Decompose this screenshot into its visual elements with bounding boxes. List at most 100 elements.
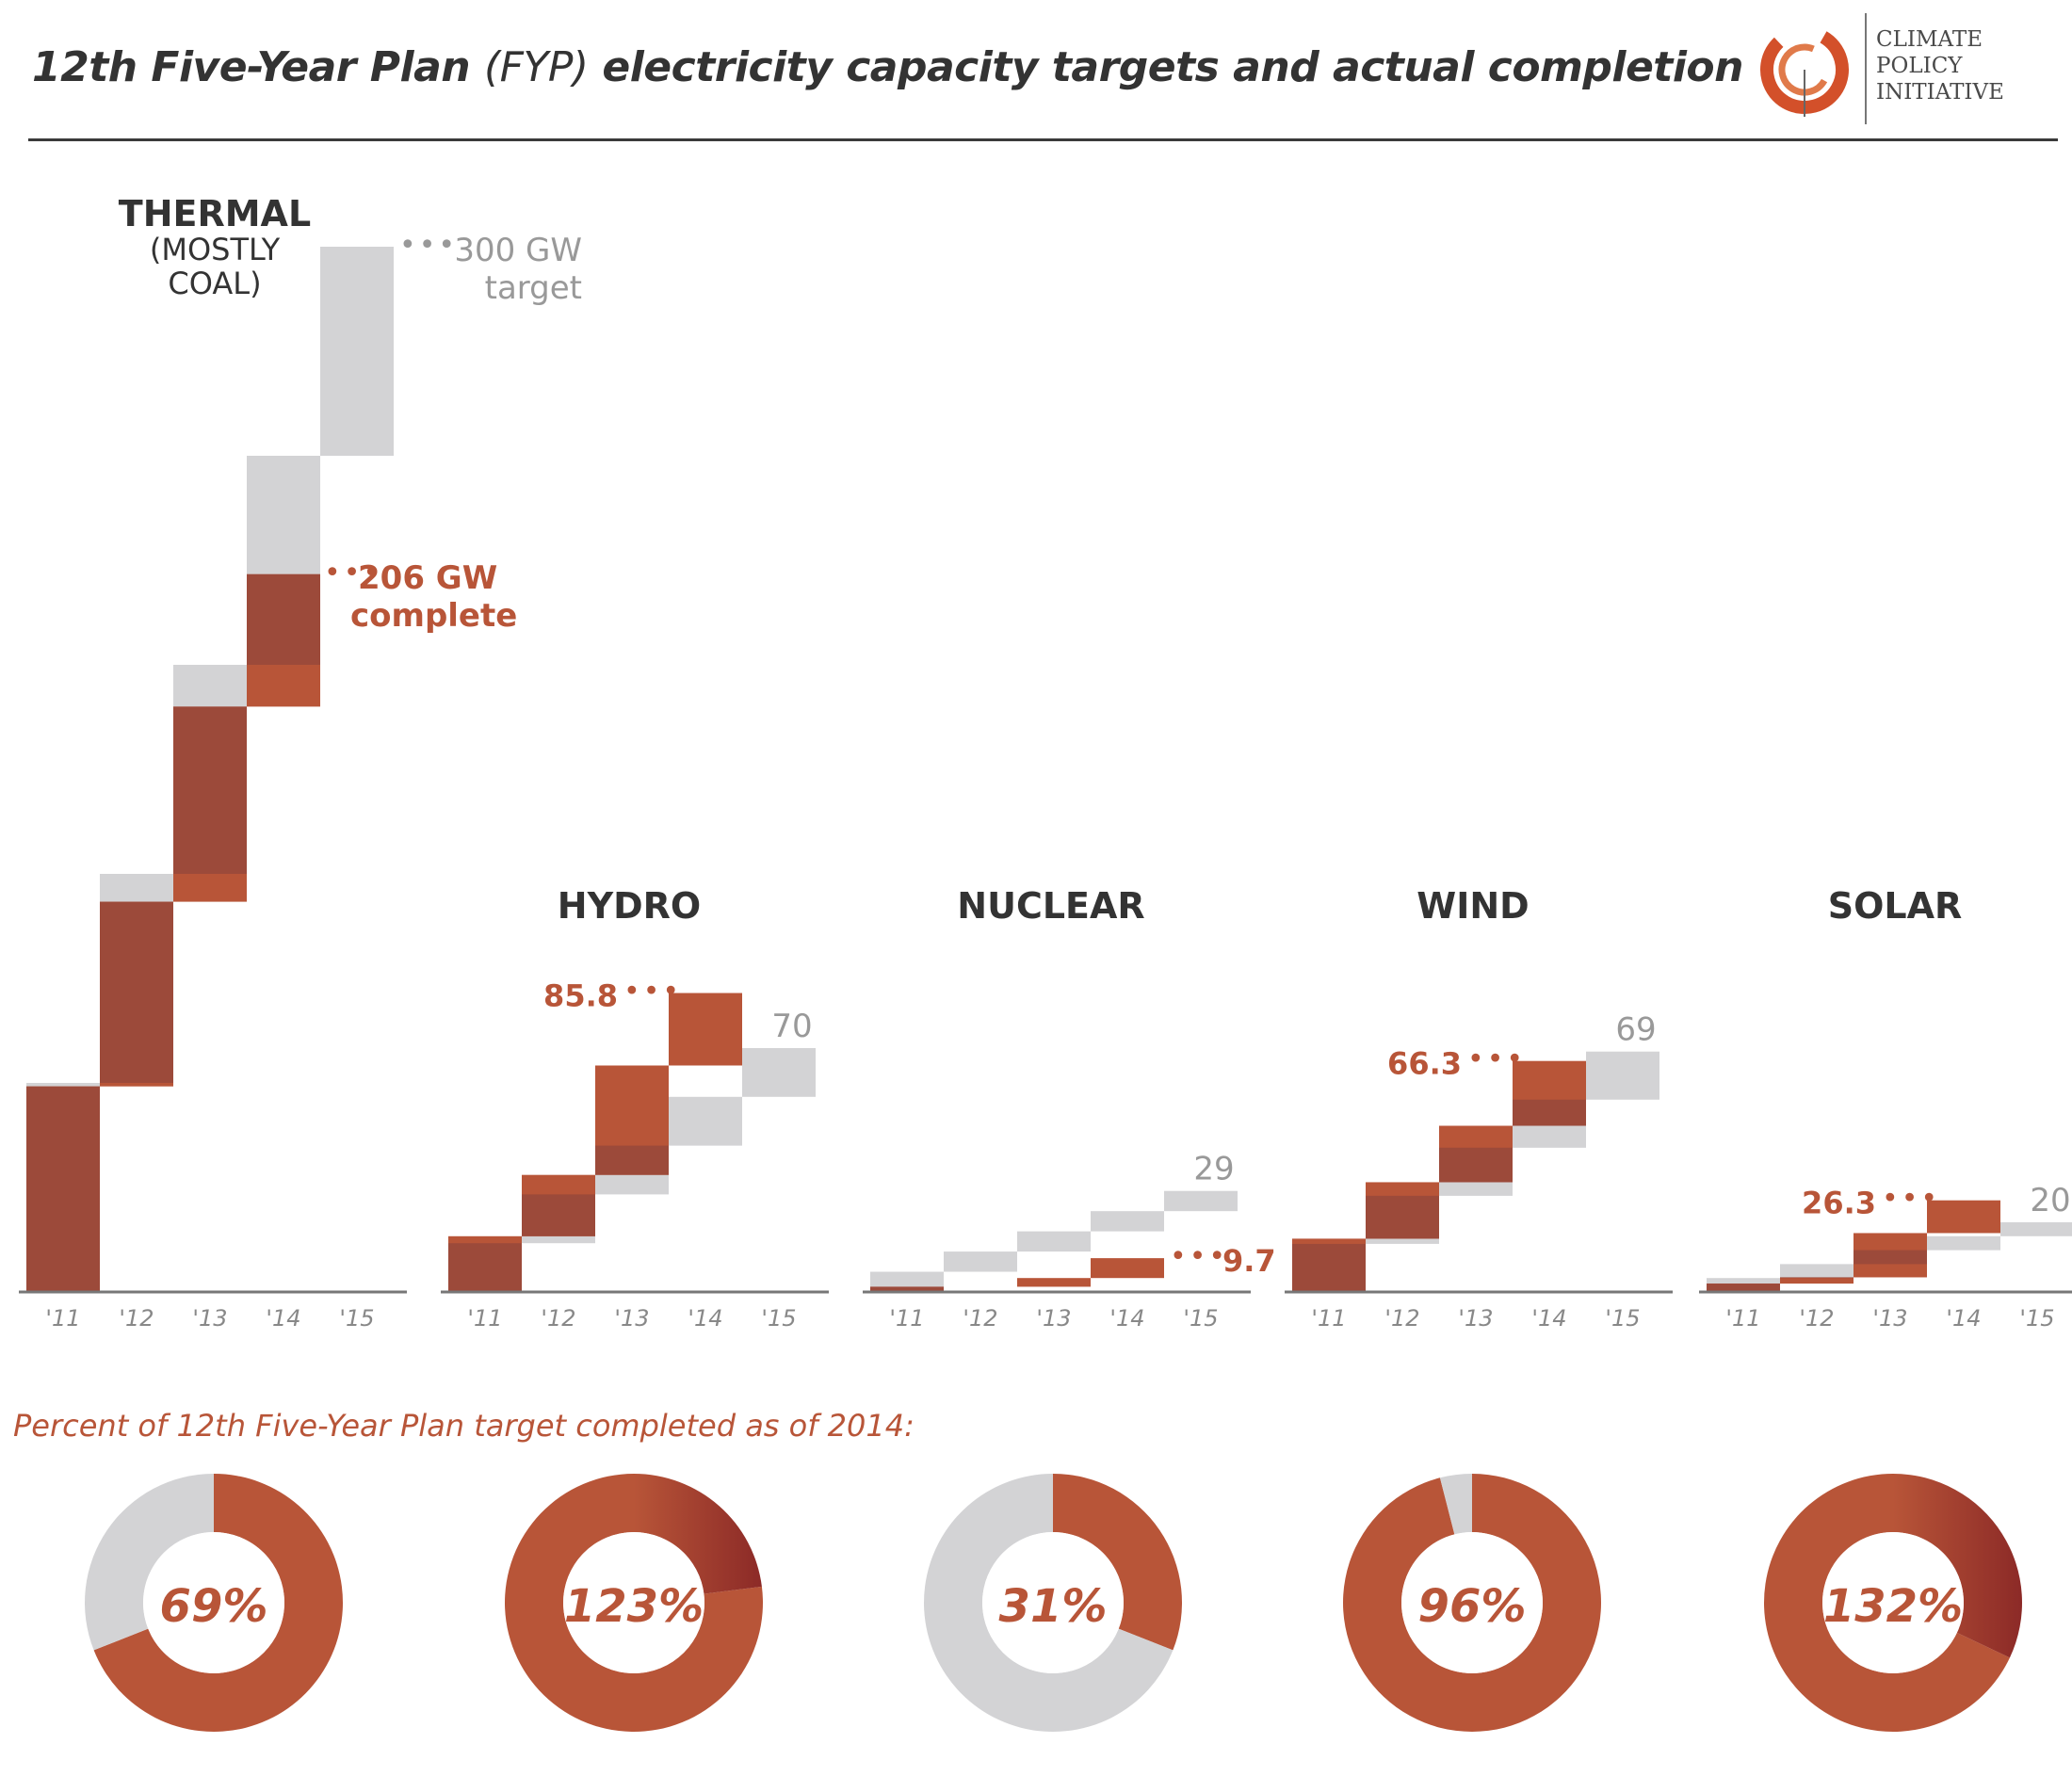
target-bar	[2000, 1222, 2072, 1236]
donut-remaining-arc	[85, 1474, 214, 1651]
overlap-bar	[1513, 1099, 1586, 1126]
actual-bar	[1780, 1277, 1853, 1284]
target-bar	[944, 1251, 1017, 1272]
chart-wind: '11 '12 '13 '14 '15 WIND 69 •••66.3	[1285, 885, 1673, 1332]
overlap-bar	[1292, 1243, 1366, 1292]
actual-label: 66.3	[1387, 1046, 1462, 1082]
climate-policy-initiative-logo: CLIMATE POLICY INITIATIVE	[1750, 13, 2032, 126]
chart-title: HYDRO	[558, 885, 701, 927]
logo-ring-icon	[1760, 25, 1849, 117]
overlap-bar	[448, 1243, 522, 1292]
tick-label: '11	[889, 1305, 924, 1332]
donut-excess-arc	[634, 1474, 762, 1594]
overlap-bar	[247, 573, 320, 665]
title-main: 12th Five-Year Plan	[32, 43, 471, 91]
target-label: 70	[771, 1008, 812, 1045]
target-label: 300 GW	[454, 232, 582, 269]
donut-remaining-arc	[924, 1474, 1174, 1732]
chart-subtitle: COAL)	[168, 266, 261, 301]
donut-complete-arc	[1342, 1474, 1601, 1732]
actual-leader: •••	[1467, 1043, 1526, 1076]
donut-hole	[143, 1532, 284, 1673]
donut-hole	[563, 1532, 704, 1673]
target-bar	[1927, 1235, 2000, 1251]
tick-label: '11	[45, 1305, 80, 1332]
target-bar	[1586, 1051, 1659, 1100]
target-bar	[1164, 1190, 1238, 1212]
target-label: target	[485, 269, 582, 307]
tick-label: '13	[1036, 1305, 1071, 1332]
chart-solar: '11 '12 '13 '14 '15 SOLAR 20 •••26.3	[1699, 885, 2072, 1332]
actual-label: 26.3	[1802, 1186, 1876, 1221]
target-bar	[1091, 1211, 1164, 1232]
tick-label: '11	[467, 1305, 502, 1332]
donut-hole	[1822, 1532, 1964, 1673]
actual-label: 9.7	[1222, 1243, 1276, 1279]
target-bar	[742, 1048, 816, 1097]
donut-hole	[982, 1532, 1124, 1673]
target-bar	[1780, 1264, 1853, 1279]
overlap-bar	[1366, 1195, 1439, 1239]
overlap-bar	[1780, 1277, 1853, 1279]
actual-bar	[669, 993, 742, 1066]
tick-label: '14	[1946, 1305, 1981, 1332]
tick-label: '11	[1311, 1305, 1346, 1332]
donut-complete-arc	[1053, 1474, 1182, 1651]
tick-label: '13	[1458, 1305, 1493, 1332]
tick-label: '12	[963, 1305, 997, 1332]
tick-label: '12	[1384, 1305, 1419, 1332]
actual-bar	[1927, 1200, 2000, 1234]
target-bar	[320, 247, 394, 456]
tick-label: '13	[192, 1305, 227, 1332]
percent-heading: Percent of 12th Five-Year Plan target co…	[13, 1408, 915, 1444]
target-bar	[669, 1096, 742, 1146]
page-title: 12th Five-Year Plan (FYP) electricity ca…	[32, 43, 1743, 91]
donut-complete-arc	[505, 1474, 764, 1733]
tick-label: '15	[339, 1305, 374, 1332]
actual-leader: •••	[324, 557, 382, 589]
target-leader: •••	[399, 229, 458, 262]
target-bar	[1017, 1231, 1091, 1252]
title-rest: electricity capacity targets and actual …	[602, 43, 1743, 91]
tick-label: '14	[266, 1305, 300, 1332]
chart-hydro: '11 '12 '13 '14 '15 HYDRO 70 •••85.8	[441, 885, 829, 1332]
overlap-bar	[1439, 1147, 1513, 1183]
donut-percent-label: 96%	[1418, 1580, 1527, 1633]
actual-leader: •••	[1882, 1183, 1940, 1216]
chart-title: SOLAR	[1828, 885, 1963, 927]
chart-title: WIND	[1416, 885, 1529, 927]
actual-leader: •••	[1170, 1240, 1228, 1273]
overlap-bar	[522, 1194, 595, 1236]
donut-complete-arc	[1764, 1474, 2010, 1732]
donut-percent-label: 123%	[564, 1580, 704, 1633]
donut-percent-label: 31%	[999, 1580, 1108, 1633]
actual-bar	[1091, 1258, 1164, 1279]
overlap-bar	[173, 706, 247, 874]
tick-label: '15	[1605, 1305, 1640, 1332]
donut-remaining-arc	[1439, 1474, 1472, 1535]
actual-label: complete	[350, 597, 517, 635]
overlap-bar	[595, 1145, 669, 1175]
tick-label: '13	[614, 1305, 649, 1332]
tick-label: '15	[2019, 1305, 2054, 1332]
overlap-bar	[1853, 1250, 1927, 1265]
title-divider	[28, 138, 2058, 141]
logo-line-2: POLICY	[1876, 54, 1963, 78]
logo-line-1: CLIMATE	[1876, 27, 1983, 52]
donut-hole	[1401, 1532, 1543, 1673]
donut-excess-arc	[1893, 1474, 2023, 1658]
logo-line-3: INITIATIVE	[1876, 80, 2004, 105]
actual-label: 85.8	[543, 978, 618, 1014]
target-label: 20	[2030, 1182, 2070, 1219]
capacity-charts: '11'12'13'14'15THERMAL(MOSTLYCOAL)•••300…	[19, 193, 2072, 1332]
donut-complete-arc	[93, 1474, 344, 1732]
tick-label: '11	[1725, 1305, 1760, 1332]
logo-divider	[1865, 13, 1867, 124]
chart-title: NUCLEAR	[957, 885, 1144, 927]
tick-label: '12	[119, 1305, 154, 1332]
title-paren: (FYP)	[483, 43, 589, 91]
tick-label: '15	[761, 1305, 796, 1332]
tick-label: '14	[688, 1305, 722, 1332]
target-label: 69	[1615, 1011, 1656, 1049]
